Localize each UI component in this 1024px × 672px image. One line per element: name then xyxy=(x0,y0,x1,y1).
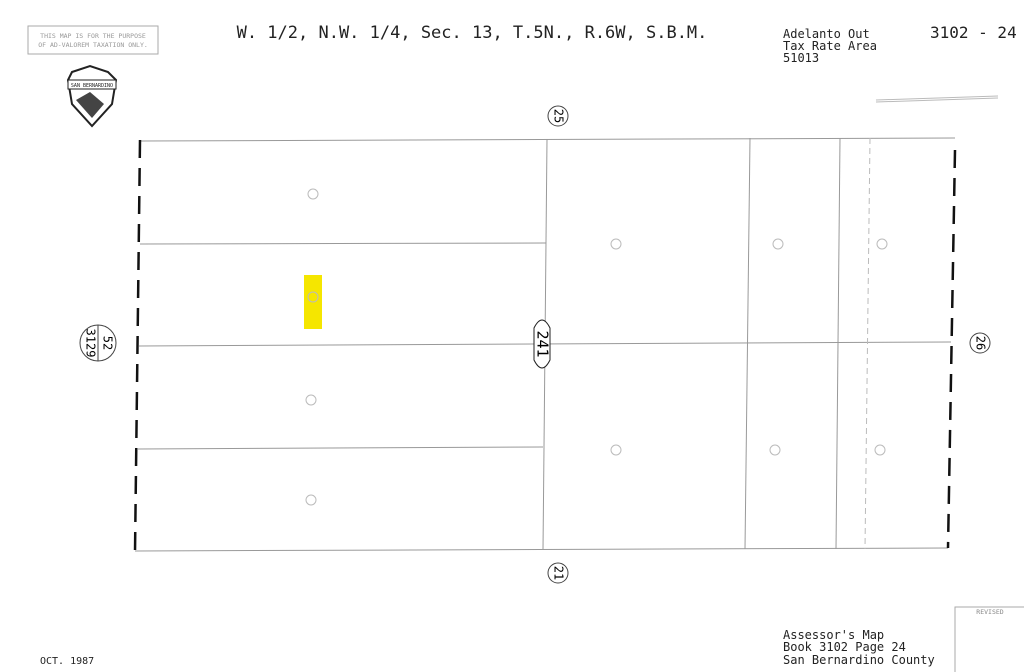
map-element xyxy=(134,547,949,552)
revised: REVISED xyxy=(976,608,1003,616)
ref-circle xyxy=(969,332,991,354)
disclaimer: OF AD-VALOREM TAXATION ONLY. xyxy=(38,41,148,49)
map-element xyxy=(772,238,784,250)
map-element xyxy=(307,188,319,200)
map-element xyxy=(875,97,999,103)
title: W. 1/2, N.W. 1/4, Sec. 13, T.5N., R.6W, … xyxy=(237,23,708,43)
map-element xyxy=(305,494,317,506)
left-ref: 52 xyxy=(101,336,115,350)
map-number: 3102 - 24 xyxy=(930,23,1017,42)
map-element xyxy=(864,137,871,550)
map-element xyxy=(769,444,781,456)
map-element xyxy=(133,139,142,553)
seal-text: SAN BERNARDINO xyxy=(71,83,113,89)
map-element xyxy=(137,446,544,450)
map-element xyxy=(67,79,117,90)
map-element xyxy=(946,149,957,549)
map-element xyxy=(874,444,886,456)
caption: Book 3102 Page 24 xyxy=(783,640,906,654)
parcel-lines xyxy=(133,137,957,553)
caption: Assessor's Map xyxy=(783,628,884,642)
caption: San Bernardino County xyxy=(783,653,935,667)
map-element xyxy=(744,137,751,550)
left-ref: 3129 xyxy=(84,329,98,358)
tax-area: 51013 xyxy=(783,51,819,65)
map-element xyxy=(139,242,547,245)
scale-bar xyxy=(875,95,999,103)
tax-area: Adelanto Out xyxy=(783,27,870,41)
revision-box xyxy=(954,606,1024,672)
map-element xyxy=(875,95,999,101)
map-element xyxy=(305,394,317,406)
map-element xyxy=(610,238,622,250)
map-element xyxy=(876,238,888,250)
disclaimer-box xyxy=(27,25,159,55)
map-element xyxy=(835,137,841,550)
ref-circle xyxy=(547,105,569,127)
map-element xyxy=(76,92,104,118)
right-ref: 26 xyxy=(974,336,988,350)
tax-area: Tax Rate Area xyxy=(783,39,877,53)
map-element xyxy=(307,291,319,303)
parcel-markers xyxy=(305,188,888,506)
center-ref: 241 xyxy=(534,330,552,357)
map-element xyxy=(610,444,622,456)
book-ref-shape xyxy=(533,319,551,369)
top-ref: 25 xyxy=(552,109,566,123)
county-seal: SAN BERNARDINO xyxy=(66,64,118,128)
date: OCT. 1987 xyxy=(40,656,94,667)
map-element xyxy=(139,137,956,142)
disclaimer: THIS MAP IS FOR THE PURPOSE xyxy=(40,32,146,40)
ref-circle xyxy=(547,562,569,584)
bottom-ref: 21 xyxy=(552,566,566,580)
